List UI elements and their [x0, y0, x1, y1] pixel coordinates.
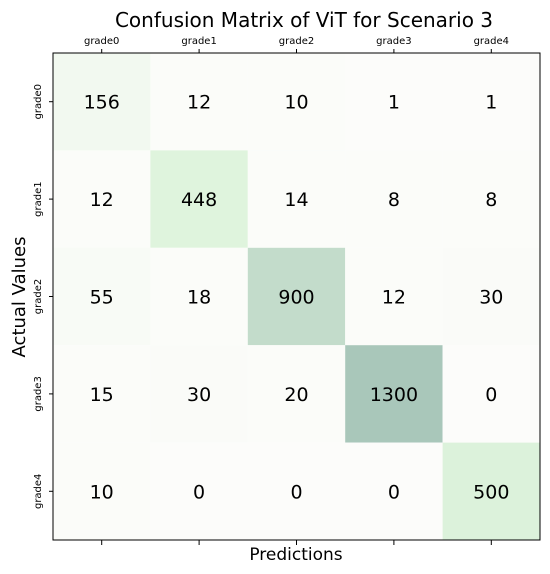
x-tick-label-grade1: grade1 [181, 36, 216, 47]
x-tick-marks-bottom [101, 540, 492, 545]
x-tick-label-grade2: grade2 [279, 36, 314, 47]
x-tick-labels: grade0 grade1 grade2 grade3 grade4 [84, 36, 509, 53]
cell-value-r1-c0: 12 [90, 189, 114, 211]
cell-value-r3-c2: 20 [284, 384, 308, 406]
cell-value-r2-c3: 12 [382, 287, 406, 309]
y-axis-label: Actual Values [9, 237, 30, 358]
cell-value-r2-c1: 18 [187, 287, 211, 309]
y-tick-labels: grade0 grade1 grade2 grade3 grade4 [33, 84, 53, 509]
heatmap-cell-r2-c1 [150, 247, 248, 346]
heatmap-cell-r3-c0 [53, 345, 151, 443]
heatmap-cell-r4-c4 [442, 442, 540, 540]
y-tick-label-grade4: grade4 [33, 474, 44, 509]
cell-value-r3-c3: 1300 [370, 384, 418, 406]
cell-value-r0-c4: 1 [485, 92, 497, 114]
heatmap-cell-r2-c4 [442, 247, 540, 346]
cell-value-r4-c1: 0 [193, 481, 205, 503]
heatmap-cell-r1-c4 [442, 150, 540, 248]
cell-value-r3-c1: 30 [187, 384, 211, 406]
heatmap-cell-r4-c1 [150, 442, 248, 540]
heatmap-cell-r2-c3 [345, 247, 443, 346]
heatmap-cell-r2-c0 [53, 247, 151, 346]
y-tick-label-grade1: grade1 [33, 181, 44, 216]
heatmap-cell-r4-c3 [345, 442, 443, 540]
heatmap-cell-r0-c4 [442, 53, 540, 151]
heatmap-cell-r1-c3 [345, 150, 443, 248]
heatmap-cell-r0-c0 [53, 53, 151, 151]
cell-value-r2-c4: 30 [479, 287, 503, 309]
heatmap-cell-r4-c0 [53, 442, 151, 540]
cell-value-r0-c0: 156 [84, 92, 120, 114]
heatmap-cell-r3-c1 [150, 345, 248, 443]
y-tick-label-grade2: grade2 [33, 279, 44, 314]
cell-value-r0-c1: 12 [187, 92, 211, 114]
x-tick-label-grade4: grade4 [474, 36, 509, 47]
heatmap-cell-r0-c1 [150, 53, 248, 151]
heatmap-cell-r1-c2 [247, 150, 346, 248]
cell-value-r4-c2: 0 [290, 481, 302, 503]
heatmap-cell-r0-c3 [345, 53, 443, 151]
y-tick-label-grade0: grade0 [33, 84, 44, 119]
cell-value-r4-c4: 500 [473, 481, 509, 503]
y-tick-label-grade3: grade3 [33, 376, 44, 411]
heatmap-cell-r3-c2 [247, 345, 346, 443]
cell-value-r3-c0: 15 [90, 384, 114, 406]
cell-value-r1-c3: 8 [388, 189, 400, 211]
cell-value-r1-c1: 448 [181, 189, 217, 211]
heatmap-cell-r0-c2 [247, 53, 346, 151]
cell-value-r4-c0: 10 [90, 481, 114, 503]
x-tick-label-grade0: grade0 [84, 36, 119, 47]
x-tick-label-grade3: grade3 [376, 36, 411, 47]
cell-value-r2-c2: 900 [278, 287, 314, 309]
heatmap-cell-r1-c1 [150, 150, 248, 248]
x-axis-label: Predictions [249, 545, 342, 565]
cell-value-r1-c2: 14 [284, 189, 308, 211]
chart-title: Confusion Matrix of ViT for Scenario 3 [115, 8, 493, 32]
cell-value-r1-c4: 8 [485, 189, 497, 211]
cell-value-r0-c2: 10 [284, 92, 308, 114]
cell-value-r4-c3: 0 [388, 481, 400, 503]
cell-value-r2-c0: 55 [90, 287, 114, 309]
heatmap-cell-r4-c2 [247, 442, 346, 540]
cell-value-r3-c4: 0 [485, 384, 497, 406]
cell-value-r0-c3: 1 [388, 92, 400, 114]
heatmap-cell-r2-c2 [247, 247, 346, 346]
heatmap-cell-r1-c0 [53, 150, 151, 248]
heatmap-cell-r3-c3 [345, 345, 443, 443]
heatmap-cell-r3-c4 [442, 345, 540, 443]
